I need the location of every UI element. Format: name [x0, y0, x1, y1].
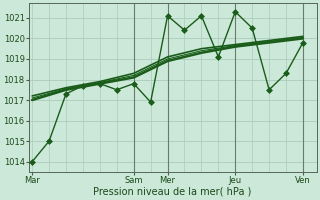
X-axis label: Pression niveau de la mer( hPa ): Pression niveau de la mer( hPa ): [93, 187, 252, 197]
